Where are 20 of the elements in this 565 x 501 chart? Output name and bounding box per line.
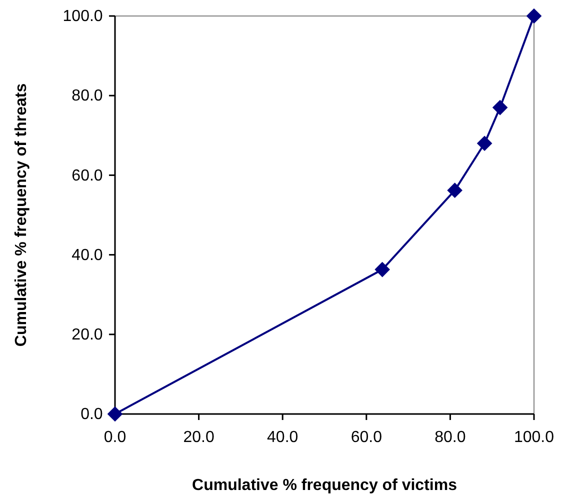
point [492, 100, 508, 116]
x-tick-label: 100.0 [514, 429, 554, 446]
y-tick-label: 80.0 [72, 88, 103, 105]
y-tick-label: 100.0 [62, 8, 103, 26]
y-tick-label: 60.0 [72, 167, 103, 184]
point [107, 406, 123, 422]
y-tick-label: 40.0 [72, 246, 103, 264]
point [526, 8, 542, 24]
x-tick-label: 40.0 [267, 429, 298, 446]
x-tick-label: 60.0 [350, 429, 382, 446]
x-axis-title: Cumulative % frequency of victims [192, 477, 458, 494]
y-tick-label: 20.0 [72, 326, 103, 344]
x-tick-label: 20.0 [183, 429, 214, 446]
x-tick-label: 0.0 [104, 429, 126, 446]
point [374, 262, 390, 278]
point [476, 136, 492, 152]
y-axis-title: Cumulative % frequency of threats [13, 83, 30, 347]
point [447, 182, 462, 198]
x-tick-label: 80.0 [434, 429, 466, 446]
y-tick-label: 0.0 [80, 406, 103, 424]
